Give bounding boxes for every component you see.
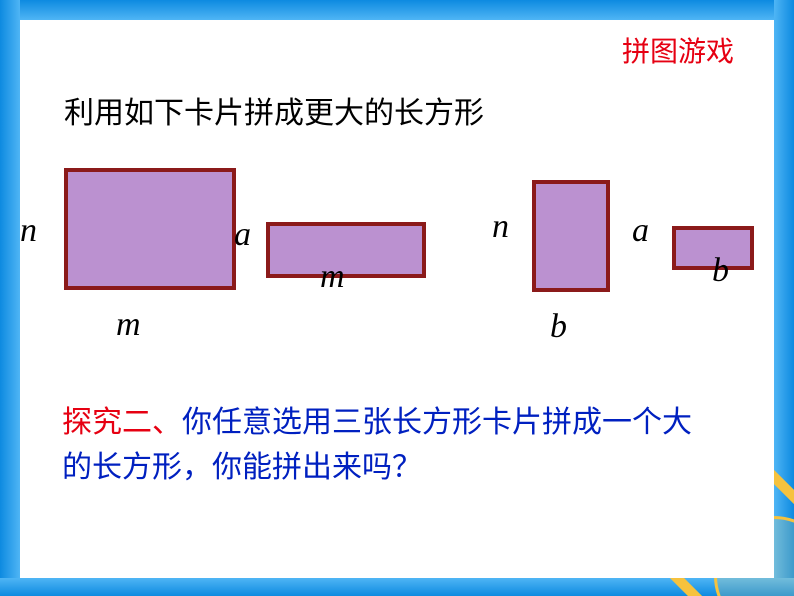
- label-a-1: a: [234, 216, 251, 254]
- question-mid: 你任意选用三: [182, 406, 362, 439]
- label-b-2: b: [550, 308, 567, 346]
- label-n-1: n: [20, 212, 37, 250]
- card-a-m: [266, 222, 426, 278]
- heading: 拼图游戏: [622, 30, 734, 70]
- card-n-b: [532, 180, 610, 292]
- label-n-2: n: [492, 208, 509, 246]
- label-m-2: m: [320, 258, 345, 296]
- label-m-1: m: [116, 306, 141, 344]
- cards-area: [32, 168, 762, 368]
- label-a-2: a: [632, 212, 649, 250]
- slide-content: 拼图游戏 利用如下卡片拼成更大的长方形 n m a m n b a b 探究二、…: [20, 20, 774, 578]
- question-text: 探究二、你任意选用三张长方形卡片拼成一个大的长方形，你能拼出来吗？: [62, 400, 714, 490]
- card-n-m: [64, 168, 236, 290]
- label-b-3: b: [712, 252, 729, 290]
- instruction-text: 利用如下卡片拼成更大的长方形: [64, 88, 484, 132]
- question-prefix: 探究二、: [62, 406, 182, 439]
